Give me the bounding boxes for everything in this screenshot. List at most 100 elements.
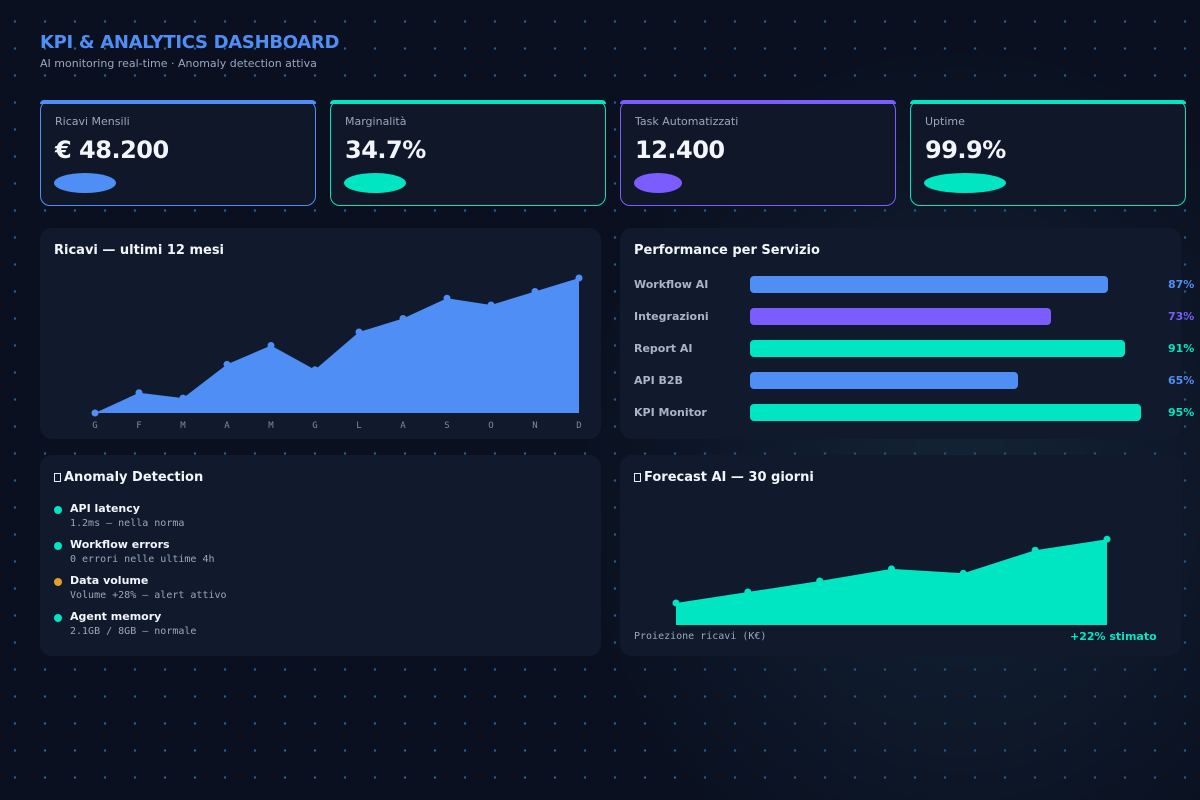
kpi-card-margin[interactable]: Marginalità 34.7%: [330, 100, 606, 206]
revenue-point: [91, 409, 99, 417]
anomaly-description: 1.2ms — nella norma: [70, 518, 185, 529]
forecast-delta: +22% stimato: [1070, 630, 1157, 643]
x-tick-label: O: [488, 421, 493, 431]
forecast-area-chart: [672, 535, 1111, 625]
kpi-label: Marginalità: [345, 115, 407, 128]
box-icon: [634, 473, 641, 482]
revenue-point: [531, 288, 539, 295]
performance-bar: [750, 404, 1142, 421]
kpi-label: Ricavi Mensili: [55, 115, 130, 128]
kpi-indicator: [924, 173, 1006, 193]
performance-row: Workflow AI 87%: [634, 276, 1194, 294]
performance-value: 73%: [1168, 310, 1195, 323]
x-tick-label: L: [356, 421, 361, 431]
page-title: KPI & ANALYTICS DASHBOARD: [40, 32, 340, 53]
forecast-point: [1031, 546, 1039, 554]
performance-row: KPI Monitor 95%: [634, 404, 1194, 422]
kpi-card-tasks[interactable]: Task Automatizzati 12.400: [620, 100, 896, 206]
performance-bar: [750, 308, 1051, 325]
forecast-caption: Proiezione ricavi (K€): [634, 631, 767, 642]
performance-label: API B2B: [634, 374, 683, 387]
anomaly-description: Volume +28% — alert attivo: [70, 590, 227, 601]
kpi-label: Uptime: [925, 115, 965, 128]
kpi-value: 12.400: [635, 136, 725, 164]
x-tick-label: M: [268, 421, 274, 431]
kpi-indicator: [344, 173, 406, 193]
kpi-value: € 48.200: [55, 136, 169, 164]
x-tick-label: D: [576, 421, 581, 431]
x-tick-label: M: [180, 421, 186, 431]
kpi-card-revenue[interactable]: Ricavi Mensili € 48.200: [40, 100, 316, 206]
kpi-label: Task Automatizzati: [635, 115, 739, 128]
performance-bar: [750, 340, 1125, 357]
x-tick-label: G: [92, 421, 97, 431]
status-dot: [54, 542, 62, 550]
kpi-indicator: [634, 173, 682, 193]
panel-title: Anomaly Detection: [54, 470, 203, 485]
x-tick-label: F: [136, 421, 141, 431]
forecast-point: [1103, 535, 1111, 543]
performance-bar: [750, 276, 1109, 293]
panel-title: Forecast AI — 30 giorni: [634, 470, 814, 485]
performance-panel: Performance per Servizio Workflow AI 87% I…: [620, 228, 1194, 439]
forecast-point: [744, 588, 752, 596]
anomaly-name: Agent memory: [70, 610, 162, 623]
performance-label: Report AI: [634, 342, 693, 355]
performance-label: Workflow AI: [634, 278, 709, 291]
revenue-point: [311, 366, 319, 374]
performance-bar: [750, 372, 1018, 389]
x-tick-label: A: [224, 421, 230, 431]
panel-title: Performance per Servizio: [634, 243, 820, 258]
x-tick-label: G: [312, 421, 317, 431]
forecast-point: [888, 565, 895, 573]
forecast-point: [672, 599, 680, 607]
revenue-area: [95, 278, 579, 413]
x-tick-label: N: [532, 421, 537, 431]
panel-title-text: Forecast AI — 30 giorni: [644, 470, 814, 485]
panel-title-text: Anomaly Detection: [64, 470, 204, 485]
status-dot: [54, 578, 62, 586]
revenue-point: [575, 274, 583, 282]
revenue-point: [355, 328, 363, 336]
kpi-card-uptime[interactable]: Uptime 99.9%: [910, 100, 1186, 206]
dashboard-header: KPI & ANALYTICS DASHBOARD AI monitoring …: [40, 32, 339, 70]
anomaly-name: Data volume: [70, 574, 149, 587]
revenue-point: [267, 342, 275, 349]
performance-label: Integrazioni: [634, 310, 709, 323]
performance-value: 91%: [1168, 342, 1195, 355]
revenue-point: [399, 315, 407, 322]
panel-title: Ricavi — ultimi 12 mesi: [54, 243, 225, 258]
anomaly-description: 2.1GB / 8GB — normale: [70, 626, 197, 637]
forecast-point: [816, 577, 824, 585]
revenue-point: [179, 394, 187, 402]
performance-value: 65%: [1168, 374, 1195, 387]
x-tick-label: A: [400, 421, 406, 431]
revenue-chart-panel: Ricavi — ultimi 12 mesi G F M A M G L A S O N D: [40, 228, 601, 439]
kpi-indicator: [54, 173, 116, 193]
revenue-point: [443, 294, 451, 302]
revenue-point: [135, 389, 143, 397]
status-dot: [54, 614, 62, 622]
forecast-panel: Forecast AI — 30 giorni Proiezione ricav…: [620, 455, 1181, 656]
x-tick-label: S: [444, 421, 449, 431]
forecast-point: [959, 569, 967, 577]
kpi-value: 34.7%: [345, 136, 426, 164]
page-subtitle: AI monitoring real-time · Anomaly detect…: [40, 57, 317, 70]
status-dot: [54, 506, 62, 514]
forecast-area: [676, 539, 1107, 625]
revenue-point: [487, 301, 495, 309]
performance-label: KPI Monitor: [634, 406, 707, 419]
performance-row: Report AI 91%: [634, 340, 1194, 358]
performance-row: Integrazioni 73%: [634, 308, 1194, 326]
anomaly-name: API latency: [70, 502, 140, 515]
performance-row: API B2B 65%: [634, 372, 1194, 390]
box-icon: [54, 473, 61, 482]
performance-value: 95%: [1168, 406, 1195, 419]
kpi-value: 99.9%: [925, 136, 1006, 164]
anomaly-description: 0 errori nelle ultime 4h: [70, 554, 215, 565]
performance-value: 87%: [1168, 278, 1195, 291]
anomaly-detection-panel: Anomaly Detection API latency 1.2ms — nel…: [40, 455, 601, 656]
revenue-point: [223, 360, 231, 368]
anomaly-name: Workflow errors: [70, 538, 170, 551]
